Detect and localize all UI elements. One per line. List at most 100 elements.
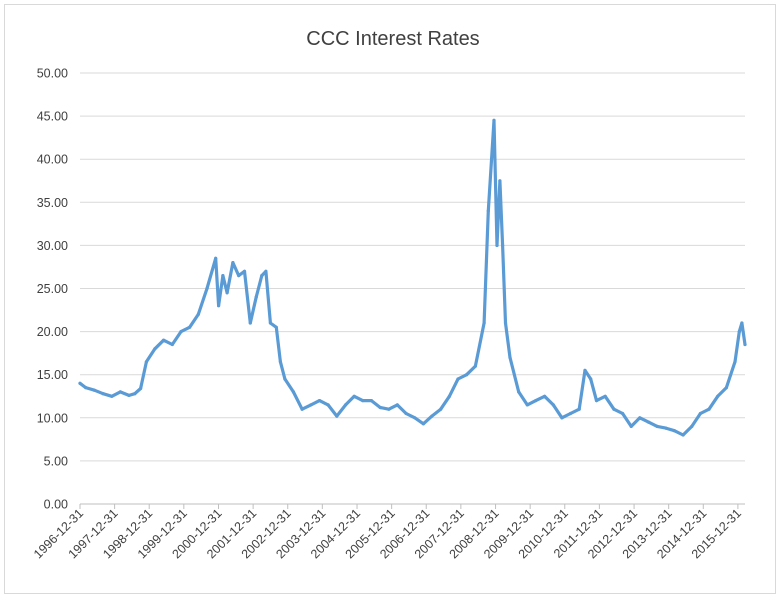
data-point xyxy=(242,269,247,273)
data-point xyxy=(118,390,122,394)
data-point xyxy=(589,377,593,381)
data-point xyxy=(551,403,555,407)
chart-title: CCC Interest Rates xyxy=(306,28,479,50)
data-point xyxy=(655,424,659,428)
gridlines xyxy=(79,72,745,509)
data-point xyxy=(740,321,744,325)
data-point xyxy=(603,394,607,398)
data-point xyxy=(300,407,304,411)
data-point xyxy=(495,243,499,247)
y-tick-label: 40.00 xyxy=(37,153,68,167)
y-tick-label: 45.00 xyxy=(37,110,68,124)
data-point xyxy=(217,304,221,308)
data-point xyxy=(560,416,564,420)
data-point xyxy=(352,394,356,398)
data-point xyxy=(486,209,490,213)
x-tick-labels: 1996-12-311997-12-311998-12-311999-12-31… xyxy=(31,506,744,561)
y-tick-label: 30.00 xyxy=(37,239,68,253)
data-point xyxy=(78,381,82,385)
data-point xyxy=(404,411,408,416)
data-point xyxy=(543,394,547,398)
data-point xyxy=(439,407,443,411)
data-point xyxy=(162,338,166,342)
data-point xyxy=(84,386,88,390)
data-point xyxy=(92,388,96,392)
data-point xyxy=(361,399,365,403)
data-point xyxy=(254,295,258,299)
data-point xyxy=(473,364,477,368)
y-tick-labels: 0.00 5.00 10.00 15.00 20.00 25.00 30.00 35.00 40… xyxy=(37,67,68,512)
chart-svg: 0.00 5.00 10.00 15.00 20.00 25.00 30.00 35.00 40… xyxy=(31,28,747,561)
data-point xyxy=(110,394,114,398)
data-point xyxy=(278,360,282,364)
data-point xyxy=(133,392,137,396)
data-point xyxy=(525,403,529,407)
data-point xyxy=(387,407,391,411)
data-point xyxy=(231,261,235,265)
data-point xyxy=(291,390,295,394)
data-point xyxy=(188,325,192,329)
data-point xyxy=(534,399,538,403)
data-point xyxy=(127,393,131,397)
data-point xyxy=(716,394,720,398)
data-point xyxy=(196,312,200,316)
data-point xyxy=(378,405,382,410)
data-point xyxy=(681,433,685,437)
data-point xyxy=(638,416,642,420)
chart-frame: 0.00 5.00 10.00 15.00 20.00 25.00 30.00 35.00 40… xyxy=(4,4,776,594)
data-point xyxy=(221,274,225,278)
data-point xyxy=(153,347,157,351)
data-point xyxy=(629,424,633,428)
y-tick-label: 0.00 xyxy=(44,498,68,512)
data-point xyxy=(447,394,451,398)
data-point xyxy=(577,407,581,411)
data-point xyxy=(621,411,625,416)
data-point xyxy=(413,416,417,420)
data-point xyxy=(260,274,264,278)
y-tick-label: 5.00 xyxy=(44,454,68,468)
data-point xyxy=(498,179,502,183)
data-point xyxy=(698,411,703,416)
data-point xyxy=(456,377,460,381)
y-tick-label: 35.00 xyxy=(37,196,68,210)
data-point xyxy=(421,422,425,426)
data-point xyxy=(101,392,105,396)
data-point xyxy=(492,118,496,122)
data-point xyxy=(309,403,313,407)
data-point xyxy=(690,424,694,428)
data-point xyxy=(503,321,508,325)
data-point xyxy=(268,321,272,325)
data-point xyxy=(430,414,434,418)
data-point xyxy=(248,321,252,325)
data-point xyxy=(517,390,521,394)
data-point xyxy=(482,321,486,325)
data-point xyxy=(583,368,587,372)
data-point xyxy=(139,386,143,391)
series-layer xyxy=(78,118,747,437)
data-point xyxy=(205,286,209,291)
data-point xyxy=(594,399,599,403)
data-point xyxy=(144,360,148,364)
y-tick-label: 20.00 xyxy=(37,325,68,339)
data-point xyxy=(501,243,505,247)
data-point xyxy=(395,403,399,407)
y-tick-label: 15.00 xyxy=(37,368,68,382)
data-point xyxy=(225,291,229,295)
data-point xyxy=(664,426,668,430)
data-point xyxy=(214,256,218,260)
data-point xyxy=(508,355,512,360)
data-point xyxy=(237,274,241,278)
data-point xyxy=(264,269,268,273)
data-point xyxy=(317,399,322,403)
data-point xyxy=(733,360,737,364)
data-point xyxy=(283,377,287,381)
data-point xyxy=(344,403,348,407)
data-point xyxy=(335,414,339,418)
y-tick-label: 10.00 xyxy=(37,411,68,425)
data-point xyxy=(465,373,469,377)
data-point xyxy=(743,342,747,347)
data-point xyxy=(170,342,174,347)
data-point xyxy=(646,420,651,424)
series-line xyxy=(78,118,747,437)
data-point xyxy=(179,330,183,334)
